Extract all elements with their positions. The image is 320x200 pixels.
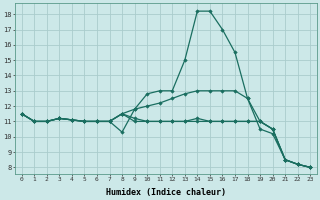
X-axis label: Humidex (Indice chaleur): Humidex (Indice chaleur) [106,188,226,197]
